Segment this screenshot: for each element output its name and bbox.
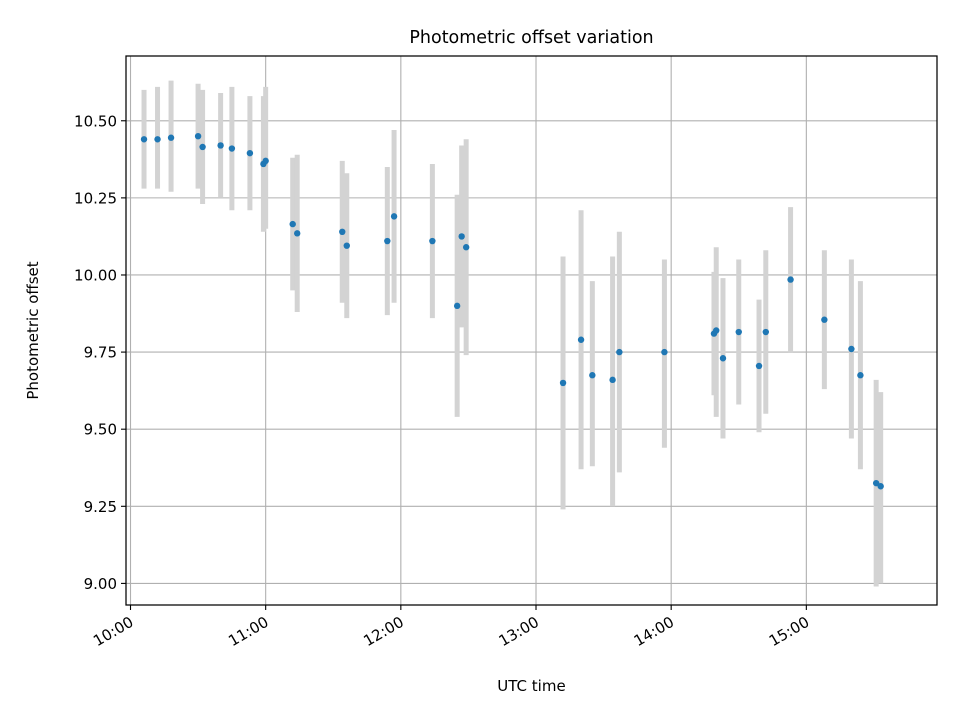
data-point <box>462 244 470 251</box>
data-point <box>390 213 398 220</box>
data-point <box>194 132 202 140</box>
data-point <box>713 327 720 334</box>
data-point <box>453 302 461 310</box>
plot-frame <box>125 55 938 606</box>
data-point <box>154 136 161 143</box>
data-point <box>755 362 763 370</box>
data-point <box>589 372 596 379</box>
data-point <box>140 136 148 143</box>
x-axis-label: UTC time <box>497 677 565 695</box>
data-point <box>821 316 828 323</box>
data-point <box>246 149 254 157</box>
y-tick-label: 9.25 <box>84 498 117 516</box>
data-point <box>458 233 465 240</box>
y-tick-label: 10.50 <box>74 112 117 130</box>
data-point <box>609 376 616 384</box>
y-axis-label: Photometric offset <box>24 261 42 399</box>
data-point <box>262 157 269 165</box>
data-point <box>787 276 794 283</box>
data-point <box>289 220 296 228</box>
data-point <box>735 328 742 336</box>
y-tick-label: 10.25 <box>74 189 117 207</box>
data-point <box>339 228 346 236</box>
data-point <box>343 242 350 249</box>
data-point <box>384 237 391 245</box>
data-point <box>429 237 436 245</box>
data-point <box>616 348 623 356</box>
chart-title: Photometric offset variation <box>409 28 653 48</box>
data-points <box>140 132 884 490</box>
y-tick-label: 9.00 <box>84 575 117 593</box>
data-point <box>228 145 236 152</box>
data-point <box>872 479 880 487</box>
data-point <box>199 143 206 151</box>
data-point <box>719 355 727 362</box>
data-point <box>577 336 585 343</box>
data-point <box>294 230 301 237</box>
data-point <box>167 134 175 141</box>
data-point <box>857 372 864 379</box>
data-point <box>877 483 884 490</box>
data-point <box>661 348 668 356</box>
data-point <box>559 379 567 387</box>
y-tick-label: 9.75 <box>84 344 117 362</box>
y-tick-label: 9.50 <box>84 421 117 439</box>
data-point <box>217 142 224 149</box>
data-point <box>762 328 769 336</box>
y-tick-label: 10.00 <box>74 266 117 284</box>
data-point <box>848 345 855 353</box>
